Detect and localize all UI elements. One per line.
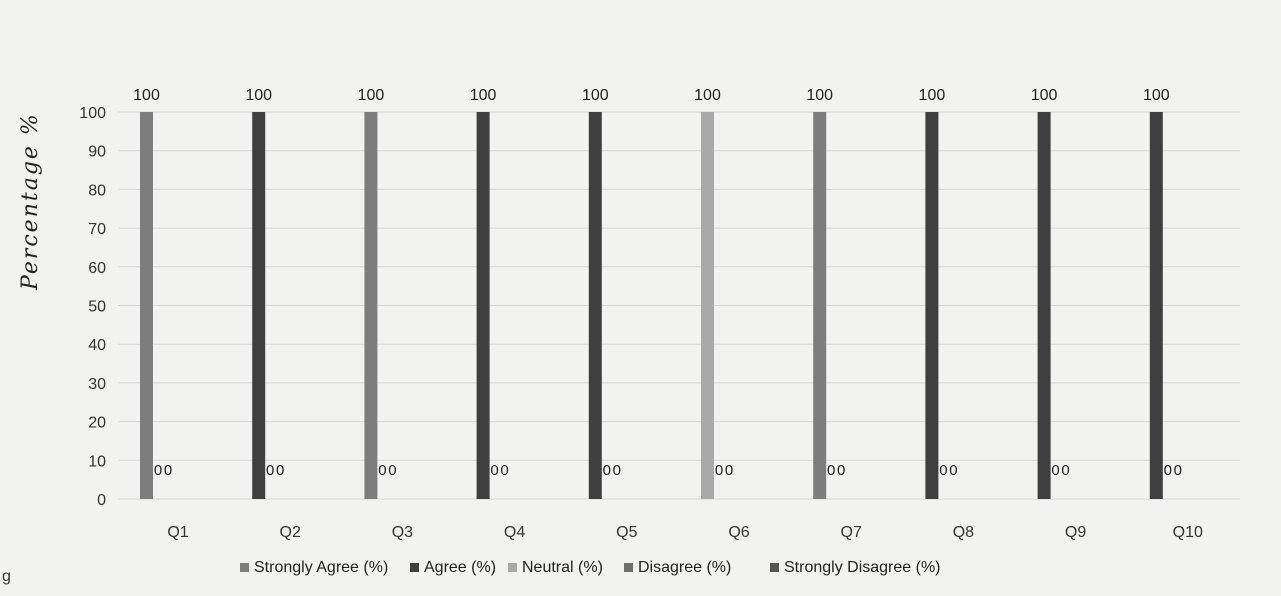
data-label: 100 xyxy=(470,87,497,104)
data-label: 0 xyxy=(154,462,162,479)
data-label: 0 xyxy=(837,462,845,479)
x-tick-label: Q9 xyxy=(1065,524,1086,541)
legend-label: Agree (%) xyxy=(424,559,496,576)
y-tick-label: 80 xyxy=(88,182,106,199)
y-tick-label: 60 xyxy=(88,260,106,277)
legend-swatch xyxy=(508,563,517,572)
data-label: 100 xyxy=(133,87,160,104)
data-label: 100 xyxy=(694,87,721,104)
data-label: 0 xyxy=(725,462,733,479)
bar xyxy=(1149,112,1163,499)
bar xyxy=(476,112,490,499)
data-label: 0 xyxy=(1051,462,1059,479)
bar xyxy=(364,112,378,499)
x-tick-label: Q4 xyxy=(504,524,525,541)
y-tick-label: 50 xyxy=(88,299,106,316)
bar xyxy=(588,112,602,499)
y-tick-label: 90 xyxy=(88,144,106,161)
data-label: 100 xyxy=(245,87,272,104)
y-axis-label: Percentage % xyxy=(18,112,43,290)
data-label: 100 xyxy=(1143,87,1170,104)
data-label: 0 xyxy=(164,462,172,479)
y-tick-label: 30 xyxy=(88,376,106,393)
data-label: 0 xyxy=(490,462,498,479)
y-tick-label: 10 xyxy=(88,453,106,470)
legend-swatch xyxy=(624,563,633,572)
bar xyxy=(252,112,266,499)
data-label: 0 xyxy=(276,462,284,479)
data-label: 0 xyxy=(603,462,611,479)
bar xyxy=(925,112,939,499)
legend-label: Neutral (%) xyxy=(522,559,603,576)
y-tick-label: 0 xyxy=(97,492,106,509)
x-tick-label: Q6 xyxy=(728,524,749,541)
data-label: 0 xyxy=(949,462,957,479)
data-label: 0 xyxy=(715,462,723,479)
data-label: 0 xyxy=(266,462,274,479)
legend-swatch xyxy=(770,563,779,572)
x-tick-label: Q8 xyxy=(953,524,974,541)
data-label: 0 xyxy=(939,462,947,479)
x-tick-label: Q1 xyxy=(167,524,188,541)
data-label: 0 xyxy=(827,462,835,479)
data-label: 0 xyxy=(1061,462,1069,479)
data-label: 0 xyxy=(388,462,396,479)
legend-swatch xyxy=(240,563,249,572)
stray-mark: g xyxy=(2,568,11,585)
y-tick-label: 100 xyxy=(79,105,106,122)
x-tick-label: Q7 xyxy=(841,524,862,541)
y-tick-label: 40 xyxy=(88,337,106,354)
data-label: 100 xyxy=(358,87,385,104)
y-tick-label: 20 xyxy=(88,415,106,432)
data-label: 0 xyxy=(378,462,386,479)
data-label: 0 xyxy=(1174,462,1182,479)
x-tick-label: Q3 xyxy=(392,524,413,541)
data-label: 100 xyxy=(582,87,609,104)
bar xyxy=(813,112,827,499)
data-label: 0 xyxy=(1164,462,1172,479)
legend-swatch xyxy=(410,563,419,572)
x-tick-label: Q2 xyxy=(280,524,301,541)
data-label: 100 xyxy=(1031,87,1058,104)
x-tick-label: Q5 xyxy=(616,524,637,541)
data-label: 100 xyxy=(919,87,946,104)
bar xyxy=(1037,112,1051,499)
legend-label: Disagree (%) xyxy=(638,559,731,576)
y-tick-label: 70 xyxy=(88,221,106,238)
bar xyxy=(701,112,714,499)
data-label: 0 xyxy=(500,462,508,479)
legend-label: Strongly Disagree (%) xyxy=(784,559,941,576)
x-tick-label: Q10 xyxy=(1173,524,1203,541)
bar xyxy=(140,112,153,499)
legend-label: Strongly Agree (%) xyxy=(254,559,388,576)
data-label: 0 xyxy=(613,462,621,479)
data-label: 100 xyxy=(806,87,833,104)
